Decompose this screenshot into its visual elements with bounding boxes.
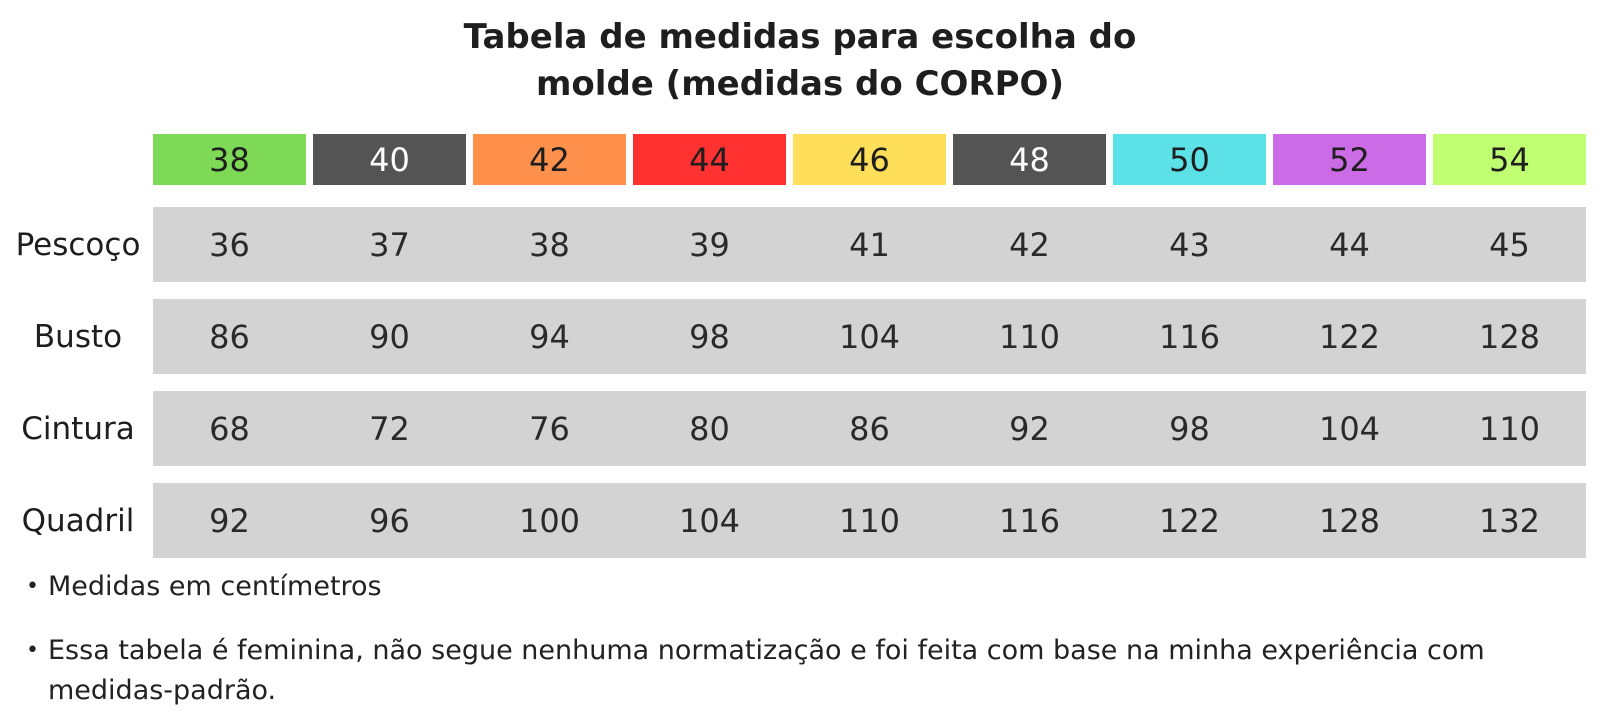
size-header-42: 42 bbox=[473, 134, 626, 185]
table-cell: 98 bbox=[689, 317, 730, 356]
table-cell: 36 bbox=[209, 225, 250, 264]
size-header-46: 46 bbox=[793, 134, 946, 185]
table-cell: 68 bbox=[209, 409, 250, 448]
row-label: Cintura bbox=[21, 410, 135, 447]
note-text: Medidas em centímetros bbox=[48, 571, 382, 602]
table-cell: 45 bbox=[1489, 225, 1530, 264]
table-cell: 100 bbox=[518, 501, 581, 540]
size-header-50: 50 bbox=[1113, 134, 1266, 185]
table-cell: 38 bbox=[529, 225, 570, 264]
row-label: Pescoço bbox=[15, 226, 141, 263]
table-cell: 104 bbox=[838, 317, 901, 356]
bullet-icon: • bbox=[26, 638, 39, 663]
size-header-44: 44 bbox=[633, 134, 786, 185]
table-cell: 86 bbox=[209, 317, 250, 356]
table-cell: 44 bbox=[1329, 225, 1370, 264]
note-item: • Essa tabela é feminina, não segue nenh… bbox=[26, 631, 1586, 711]
title-line-1: Tabela de medidas para escolha do bbox=[463, 17, 1137, 57]
note-item: • Medidas em centímetros bbox=[26, 567, 1586, 607]
size-header-40: 40 bbox=[313, 134, 466, 185]
table-cell: 72 bbox=[369, 409, 410, 448]
size-header-52: 52 bbox=[1273, 134, 1426, 185]
table-cell: 122 bbox=[1318, 317, 1381, 356]
table-cell: 90 bbox=[369, 317, 410, 356]
note-text: Essa tabela é feminina, não segue nenhum… bbox=[48, 635, 1485, 706]
table-cell: 94 bbox=[529, 317, 570, 356]
table-cell: 110 bbox=[1478, 409, 1541, 448]
size-header-38: 38 bbox=[153, 134, 306, 185]
table-cell: 76 bbox=[529, 409, 570, 448]
table-row bbox=[153, 391, 1586, 466]
table-cell: 110 bbox=[998, 317, 1061, 356]
size-header-48: 48 bbox=[953, 134, 1106, 185]
table-row bbox=[153, 207, 1586, 282]
table-row bbox=[153, 483, 1586, 558]
table-cell: 41 bbox=[849, 225, 890, 264]
table-cell: 96 bbox=[369, 501, 410, 540]
row-label: Busto bbox=[33, 318, 123, 355]
table-cell: 132 bbox=[1478, 501, 1541, 540]
table-row bbox=[153, 299, 1586, 374]
table-cell: 37 bbox=[369, 225, 410, 264]
table-cell: 43 bbox=[1169, 225, 1210, 264]
table-cell: 39 bbox=[689, 225, 730, 264]
row-label: Quadril bbox=[21, 502, 135, 539]
table-cell: 98 bbox=[1169, 409, 1210, 448]
table-cell: 104 bbox=[678, 501, 741, 540]
table-cell: 86 bbox=[849, 409, 890, 448]
title-line-2: molde (medidas do CORPO) bbox=[536, 64, 1064, 104]
page-title: Tabela de medidas para escolha do molde … bbox=[0, 14, 1600, 108]
table-cell: 104 bbox=[1318, 409, 1381, 448]
table-cell: 80 bbox=[689, 409, 730, 448]
table-cell: 42 bbox=[1009, 225, 1050, 264]
table-cell: 92 bbox=[209, 501, 250, 540]
size-header-54: 54 bbox=[1433, 134, 1586, 185]
bullet-icon: • bbox=[26, 574, 39, 599]
table-cell: 128 bbox=[1318, 501, 1381, 540]
table-cell: 128 bbox=[1478, 317, 1541, 356]
table-cell: 92 bbox=[1009, 409, 1050, 448]
table-cell: 116 bbox=[1158, 317, 1221, 356]
notes-list: • Medidas em centímetros • Essa tabela é… bbox=[26, 567, 1586, 711]
table-cell: 110 bbox=[838, 501, 901, 540]
table-cell: 116 bbox=[998, 501, 1061, 540]
table-cell: 122 bbox=[1158, 501, 1221, 540]
